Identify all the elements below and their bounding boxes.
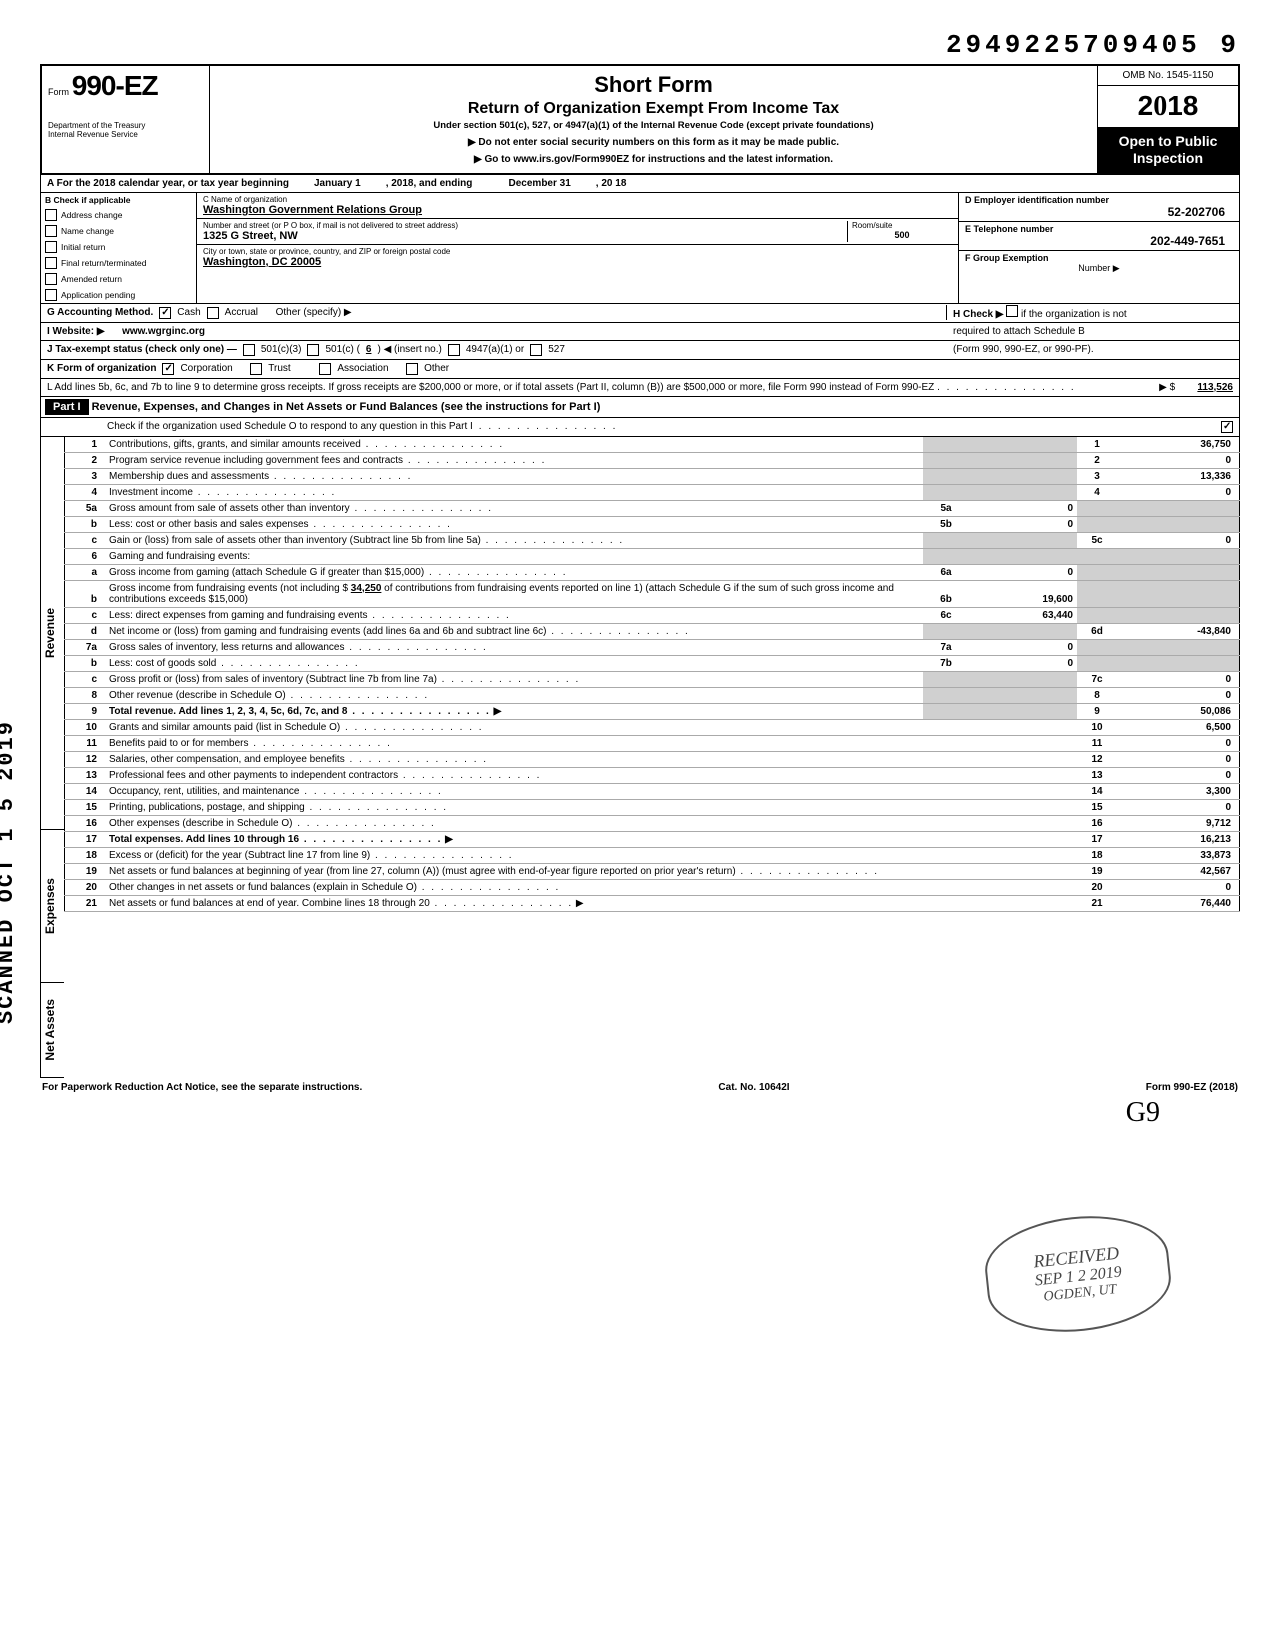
footer-cat: Cat. No. 10642I [718, 1082, 789, 1093]
check-address-change[interactable]: Address change [41, 207, 196, 223]
label-tel: E Telephone number [965, 224, 1233, 234]
line-8: 8Other revenue (describe in Schedule O)8… [65, 687, 1240, 703]
label-street: Number and street (or P O box, if mail i… [203, 221, 847, 230]
received-stamp: RECEIVED SEP 1 2 2019 OGDEN, UT [981, 1207, 1176, 1340]
line-20: 20Other changes in net assets or fund ba… [65, 879, 1240, 895]
check-amended[interactable]: Amended return [41, 271, 196, 287]
omb-number: OMB No. 1545-1150 [1098, 66, 1238, 86]
line-19: 19Net assets or fund balances at beginni… [65, 863, 1240, 879]
line-6: 6Gaming and fundraising events: [65, 548, 1240, 564]
open-public-badge: Open to Public Inspection [1098, 127, 1238, 173]
label-ein: D Employer identification number [965, 195, 1233, 205]
col-b-head: B Check if applicable [41, 193, 196, 207]
line-16: 16Other expenses (describe in Schedule O… [65, 815, 1240, 831]
check-trust[interactable] [250, 363, 262, 375]
label-city: City or town, state or province, country… [203, 247, 952, 256]
line-9: 9Total revenue. Add lines 1, 2, 3, 4, 5c… [65, 703, 1240, 719]
website: www.wgrginc.org [122, 326, 205, 337]
sched-b-text2: required to attach Schedule B [947, 326, 1233, 337]
part1-header: Part I Revenue, Expenses, and Changes in… [40, 397, 1240, 418]
line-7c: cGross profit or (loss) from sales of in… [65, 671, 1240, 687]
check-other-org[interactable] [406, 363, 418, 375]
section-revenue: Revenue [43, 608, 63, 658]
room-suite: 500 [852, 230, 952, 240]
scanned-stamp: SCANNED OCT 1 5 2019 [0, 720, 19, 1024]
line-7b: bLess: cost of goods sold7b0 [65, 655, 1240, 671]
row-g-accounting: G Accounting Method. Cash Accrual Other … [40, 304, 1240, 323]
check-corp[interactable] [162, 363, 174, 375]
line-10: 10Grants and similar amounts paid (list … [65, 719, 1240, 735]
tax-year: 20201818 [1098, 86, 1238, 127]
line-13: 13Professional fees and other payments t… [65, 767, 1240, 783]
row-j-tax-status: J Tax-exempt status (check only one) — 5… [40, 341, 1240, 360]
line-18: 18Excess or (deficit) for the year (Subt… [65, 847, 1240, 863]
line-11: 11Benefits paid to or for members110 [65, 735, 1240, 751]
row-i-website: I Website: ▶ www.wgrginc.org required to… [40, 323, 1240, 341]
ein: 52-202706 [965, 205, 1233, 219]
line-5b: bLess: cost or other basis and sales exp… [65, 516, 1240, 532]
line-6c: cLess: direct expenses from gaming and f… [65, 607, 1240, 623]
telephone: 202-449-7651 [965, 234, 1233, 248]
line-6a: aGross income from gaming (attach Schedu… [65, 564, 1240, 580]
entity-info-grid: B Check if applicable Address change Nam… [40, 193, 1240, 304]
footer-paperwork: For Paperwork Reduction Act Notice, see … [42, 1082, 362, 1093]
row-k-org-form: K Form of organization Corporation Trust… [40, 360, 1240, 379]
city-state-zip: Washington, DC 20005 [203, 256, 952, 268]
label-org-name: C Name of organization [203, 195, 952, 204]
check-501c[interactable] [307, 344, 319, 356]
check-assoc[interactable] [319, 363, 331, 375]
check-app-pending[interactable]: Application pending [41, 287, 196, 303]
instructions-link: ▶ Go to www.irs.gov/Form990EZ for instru… [220, 154, 1087, 165]
check-initial-return[interactable]: Initial return [41, 239, 196, 255]
line-14: 14Occupancy, rent, utilities, and mainte… [65, 783, 1240, 799]
ssn-warning: ▶ Do not enter social security numbers o… [220, 137, 1087, 148]
check-4947[interactable] [448, 344, 460, 356]
form-number: 990-EZ [72, 70, 158, 101]
org-name: Washington Government Relations Group [203, 204, 952, 216]
form-under: Under section 501(c), 527, or 4947(a)(1)… [220, 120, 1087, 131]
form-title: Short Form [220, 72, 1087, 98]
line-6b: bGross income from fundraising events (n… [65, 580, 1240, 607]
gross-receipts: 113,526 [1197, 382, 1233, 393]
sched-b-text3: (Form 990, 990-EZ, or 990-PF). [947, 344, 1233, 355]
check-final-return[interactable]: Final return/terminated [41, 255, 196, 271]
line-7a: 7aGross sales of inventory, less returns… [65, 639, 1240, 655]
form-header: Form 990-EZ Department of the Treasury I… [40, 64, 1240, 175]
section-netassets: Net Assets [43, 999, 63, 1061]
form-subtitle: Return of Organization Exempt From Incom… [220, 100, 1087, 118]
check-accrual[interactable] [207, 307, 219, 319]
section-expenses: Expenses [43, 878, 63, 934]
line-2: 2Program service revenue including gover… [65, 452, 1240, 468]
line-4: 4Investment income40 [65, 484, 1240, 500]
line-5a: 5aGross amount from sale of assets other… [65, 500, 1240, 516]
check-cash[interactable] [159, 307, 171, 319]
label-group-exempt: F Group Exemption [965, 253, 1233, 263]
line-1: 1Contributions, gifts, grants, and simil… [65, 437, 1240, 453]
check-schedule-o[interactable] [1221, 421, 1233, 433]
page-footer: For Paperwork Reduction Act Notice, see … [40, 1078, 1240, 1097]
line-6d: dNet income or (loss) from gaming and fu… [65, 623, 1240, 639]
line-12: 12Salaries, other compensation, and empl… [65, 751, 1240, 767]
line-17: 17Total expenses. Add lines 10 through 1… [65, 831, 1240, 847]
check-527[interactable] [530, 344, 542, 356]
row-l-gross-receipts: L Add lines 5b, 6c, and 7b to line 9 to … [40, 379, 1240, 397]
part1-schedule-o-check: Check if the organization used Schedule … [40, 418, 1240, 437]
check-sched-b[interactable] [1006, 305, 1018, 317]
line-5c: cGain or (loss) from sale of assets othe… [65, 532, 1240, 548]
label-room: Room/suite [852, 221, 952, 230]
row-a-calendar-year: A For the 2018 calendar year, or tax yea… [40, 175, 1240, 193]
dept-irs: Internal Revenue Service [48, 131, 203, 140]
line-3: 3Membership dues and assessments313,336 [65, 468, 1240, 484]
line-21: 21Net assets or fund balances at end of … [65, 895, 1240, 911]
handwritten-note: G9 [40, 1097, 1240, 1129]
footer-form: Form 990-EZ (2018) [1146, 1082, 1238, 1093]
document-number: 2949225709405 9 [40, 30, 1240, 60]
line-15: 15Printing, publications, postage, and s… [65, 799, 1240, 815]
label-group-number: Number ▶ [965, 263, 1233, 274]
check-name-change[interactable]: Name change [41, 223, 196, 239]
revenue-table: 1Contributions, gifts, grants, and simil… [64, 437, 1240, 912]
check-501c3[interactable] [243, 344, 255, 356]
street-address: 1325 G Street, NW [203, 230, 847, 242]
form-prefix: Form [48, 87, 69, 97]
